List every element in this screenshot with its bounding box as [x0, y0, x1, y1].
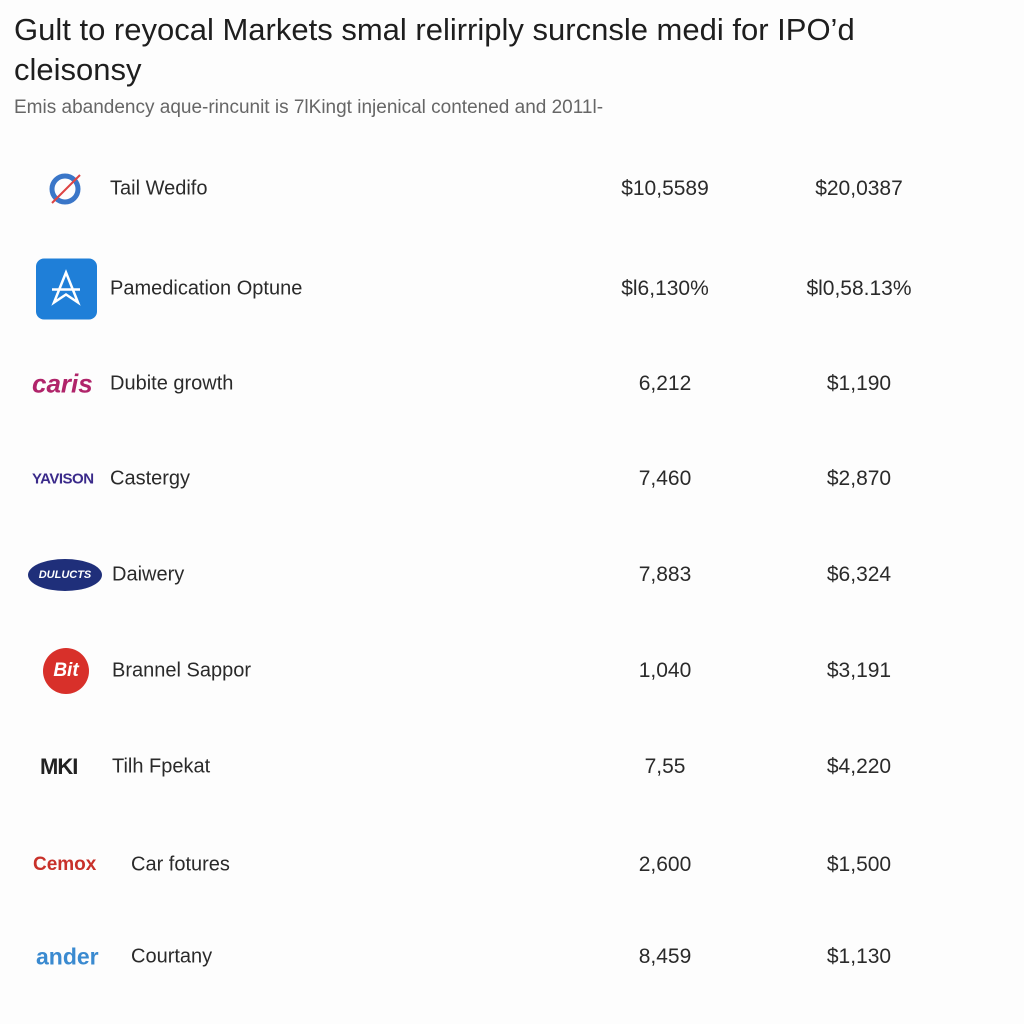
value-2: $3,191 — [826, 659, 892, 682]
value-1: 8,459 — [638, 945, 692, 968]
value-2: $20,0387 — [815, 177, 903, 200]
logo: Cemox — [33, 854, 97, 875]
logo: Bit — [43, 648, 89, 694]
value-2: $6,324 — [826, 563, 892, 586]
value-2: $1,500 — [826, 853, 892, 876]
logo-icon — [36, 258, 97, 320]
list-row: Cemox Car fotures 2,600 $1,500 — [0, 835, 1024, 895]
list-row: MKI Tilh Fpekat 7,55 $4,220 — [0, 737, 1024, 797]
company-name: Car fotures — [131, 853, 230, 876]
company-name: Castergy — [110, 467, 191, 490]
title: Gult to reyocal Markets smal relirriply … — [14, 12, 855, 87]
value-2: $1,130 — [826, 945, 892, 968]
list-row: Pamedication Optune $l6,130% $l0,58.13% — [0, 258, 1024, 320]
value-1: 6,212 — [638, 372, 692, 395]
logo: caris — [32, 368, 93, 399]
logo: DULUCTS — [28, 559, 102, 591]
list-row: DULUCTS Daiwery 7,883 $6,324 — [0, 545, 1024, 605]
logo: YAVISON — [32, 470, 94, 488]
subtitle: Emis abandency aque-rincunit is 7lKingt … — [14, 97, 604, 118]
list-row: ander Courtany 8,459 $1,130 — [0, 927, 1024, 987]
value-2: $1,190 — [826, 372, 892, 395]
company-name: Tilh Fpekat — [112, 755, 211, 778]
logo: MKI — [40, 754, 78, 779]
company-name: Brannel Sappor — [112, 659, 251, 682]
logo: ander — [36, 943, 99, 970]
company-name: Pamedication Optune — [110, 277, 303, 300]
value-1: $10,5589 — [621, 177, 709, 200]
value-2: $2,870 — [826, 467, 892, 490]
list-row: caris Dubite growth 6,212 $1,190 — [0, 354, 1024, 414]
value-2: $4,220 — [826, 755, 892, 778]
company-name: Dubite growth — [110, 372, 234, 395]
value-1: 7,883 — [638, 563, 692, 586]
value-2: $l0,58.13% — [806, 277, 912, 300]
value-1: 7,55 — [644, 755, 686, 778]
value-1: 2,600 — [638, 853, 692, 876]
company-name: Courtany — [131, 945, 213, 968]
logo-icon — [48, 172, 82, 206]
value-1: $l6,130% — [621, 277, 709, 300]
list-row: YAVISON Castergy 7,460 $2,870 — [0, 449, 1024, 509]
list-row: Bit Brannel Sappor 1,040 $3,191 — [0, 641, 1024, 701]
value-1: 7,460 — [638, 467, 692, 490]
value-1: 1,040 — [638, 659, 692, 682]
list-row: Tail Wedifo $10,5589 $20,0387 — [0, 159, 1024, 219]
company-name: Tail Wedifo — [110, 177, 208, 200]
company-name: Daiwery — [112, 563, 185, 586]
